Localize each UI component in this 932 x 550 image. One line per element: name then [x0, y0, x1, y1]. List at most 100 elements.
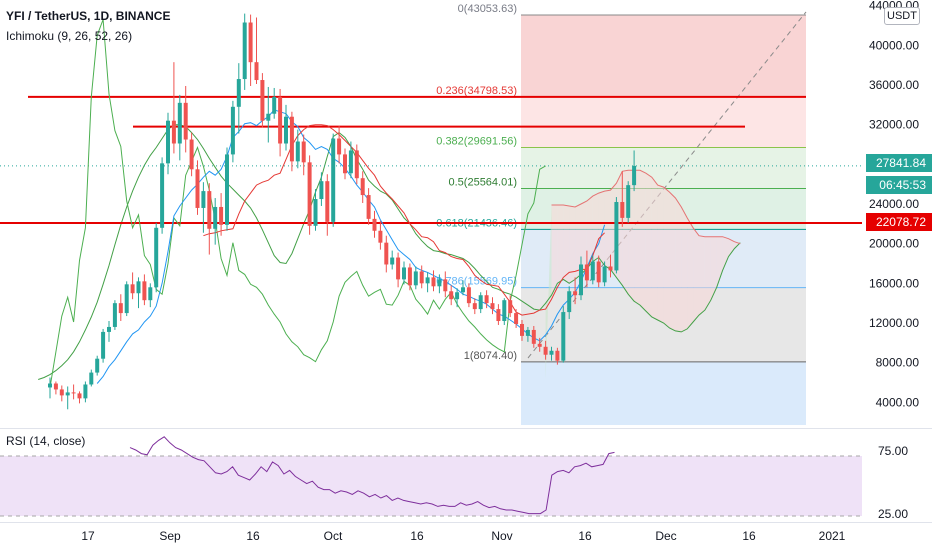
candle-body	[136, 281, 141, 294]
cloud-segment	[586, 196, 593, 269]
candle-body	[407, 267, 412, 286]
cloud-segment	[651, 177, 658, 321]
cloud-segment	[551, 204, 558, 296]
candle-body	[301, 141, 306, 163]
time-tick-label: 16	[410, 529, 424, 543]
cloud-segment	[704, 236, 711, 311]
candle-body	[189, 139, 194, 170]
candles[interactable]	[48, 13, 637, 410]
rsi-line	[129, 436, 615, 515]
candle-body	[236, 79, 241, 107]
last-price-tag: 27841.84	[866, 154, 932, 172]
candle-body	[272, 96, 277, 114]
candle-body	[48, 383, 52, 388]
cloud-segment	[669, 192, 676, 331]
candle-body	[260, 80, 265, 121]
candle-body	[396, 257, 401, 280]
time-tick-label: 16	[246, 529, 260, 543]
candle-body	[201, 191, 206, 208]
price-tick-label: 40000.00	[869, 38, 919, 52]
candle-body	[225, 154, 229, 225]
candle-body	[337, 138, 342, 155]
candle-body	[466, 287, 471, 304]
price-axis[interactable]: 44000.0040000.0036000.0032000.0028000.00…	[0, 0, 932, 521]
candle-body	[531, 329, 536, 344]
fib-level-label: 0(43053.63)	[458, 3, 517, 15]
candle-body	[348, 150, 353, 174]
candle-body	[124, 284, 129, 314]
cloud-segment	[657, 185, 664, 323]
candle-body	[77, 393, 82, 399]
cloud-segment	[675, 198, 682, 332]
candle-body	[207, 191, 212, 229]
candle-body	[502, 300, 507, 322]
candle-body	[525, 329, 530, 336]
candle-body	[549, 350, 554, 355]
hlines	[0, 95, 862, 225]
candle-body	[71, 392, 76, 394]
candle-body	[472, 303, 477, 310]
rsi-legend[interactable]: RSI (14, close)	[6, 434, 85, 448]
price-tick-label: 12000.00	[869, 316, 919, 330]
time-tick-label: Nov	[491, 529, 512, 543]
candle-body	[608, 266, 613, 271]
fib-zone	[521, 15, 806, 97]
candle-body	[378, 230, 383, 243]
candle-body	[59, 389, 64, 396]
candle-body	[195, 169, 200, 208]
cloud-segment	[598, 191, 605, 266]
cloud-segment	[710, 236, 717, 301]
cloud-segment	[569, 205, 576, 284]
cloud-segment	[681, 206, 688, 332]
candle-body	[278, 96, 283, 144]
candle-body	[596, 261, 601, 283]
candle-body	[384, 242, 389, 265]
candle-body	[390, 257, 395, 265]
candle-body	[118, 303, 123, 314]
candle-body	[148, 287, 153, 301]
rsi-tick-label: 25.00	[878, 507, 908, 521]
candle-body	[431, 277, 436, 287]
candle-body	[130, 284, 135, 294]
price-tick-label: 16000.00	[869, 276, 919, 290]
cloud-segment	[545, 204, 552, 380]
price-tick-label: 4000.00	[876, 395, 920, 409]
fib-level-label: 0.382(29691.56)	[436, 136, 517, 148]
time-axis[interactable]: 17 Sep 16 Oct 16 Nov 16 Dec 16 2021	[0, 522, 932, 544]
fib-zone-extension	[521, 361, 806, 425]
candle-body	[53, 383, 58, 390]
candle-body	[626, 185, 631, 218]
candle-body	[478, 295, 483, 310]
rsi-pane	[0, 436, 862, 517]
candle-body	[101, 331, 106, 359]
kijun-sen	[203, 124, 605, 316]
currency-button[interactable]: USDT	[884, 7, 920, 25]
cloud-segment	[604, 190, 611, 270]
candle-body	[614, 202, 619, 271]
candle-body	[579, 264, 583, 296]
candle-body	[555, 350, 560, 361]
candle-body	[313, 199, 318, 226]
candle-body	[413, 271, 418, 286]
candle-body	[354, 150, 359, 179]
symbol-legend[interactable]: YFI / TetherUS, 1D, BINANCE	[6, 9, 170, 23]
candle-body	[183, 102, 188, 140]
candle-body	[289, 116, 294, 162]
candle-body	[331, 138, 336, 222]
cloud-segment	[557, 204, 564, 284]
candle-body	[443, 279, 448, 292]
candle-body	[543, 346, 548, 355]
candle-body	[325, 181, 330, 222]
candle-body	[508, 300, 513, 314]
time-tick-label: 16	[578, 529, 592, 543]
cloud-segment	[687, 217, 694, 329]
fib-level-label: 0.5(25564.01)	[449, 176, 518, 188]
candle-body	[171, 120, 176, 144]
candle-body	[402, 267, 406, 280]
ichimoku-legend[interactable]: Ichimoku (9, 26, 52, 26)	[6, 29, 132, 43]
cloud-segment	[663, 187, 670, 328]
candle-body	[254, 62, 259, 81]
candle-body	[166, 120, 170, 164]
candle-body	[537, 343, 542, 347]
